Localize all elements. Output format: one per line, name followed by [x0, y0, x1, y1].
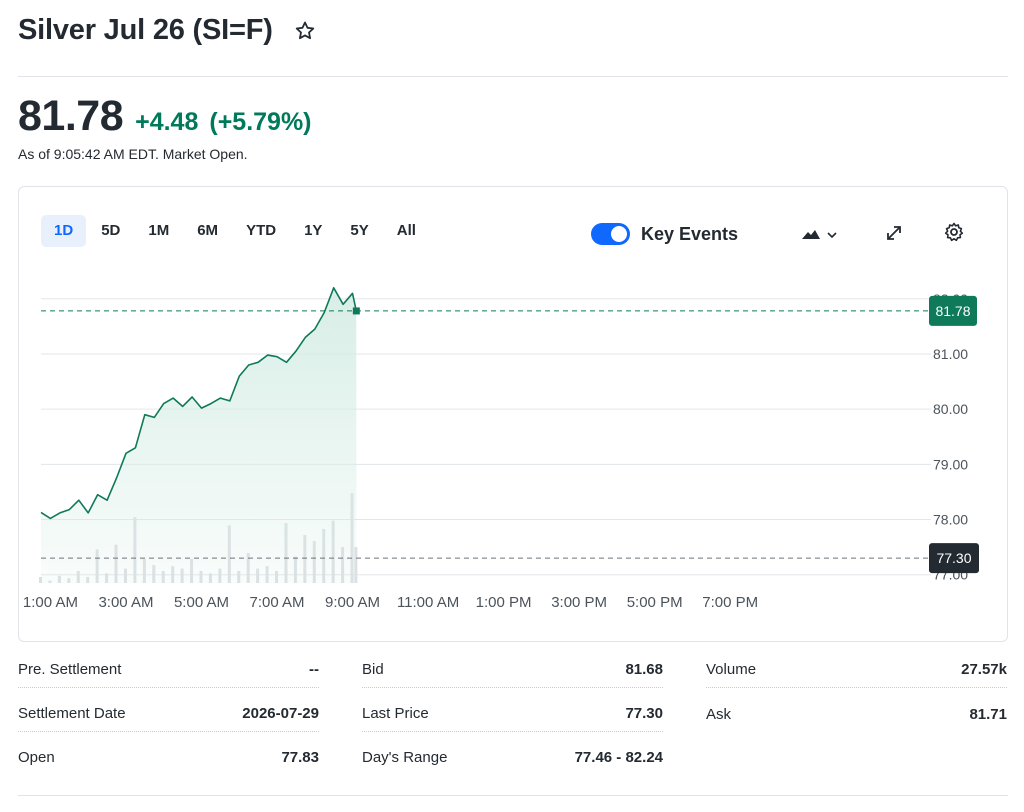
stat-label: Day's Range [362, 748, 448, 766]
stat-last-price: Last Price 77.30 [362, 696, 663, 732]
stat-value: 27.57k [961, 661, 1007, 678]
stat-label: Ask [706, 705, 732, 723]
price-change: +4.48 [135, 108, 199, 136]
stat-volume: Volume 27.57k [706, 652, 1007, 688]
x-tick-label: 9:00 AM [325, 594, 380, 611]
x-tick-label: 5:00 AM [174, 594, 229, 611]
chart-card: 1D 5D 1M 6M YTD 1Y 5Y All Key Events 81.… [18, 186, 1008, 642]
current-price-marker [352, 307, 360, 315]
quote-header: Silver Jul 26 (SI=F) [18, 14, 317, 47]
stat-label: Last Price [362, 705, 429, 722]
stat-bid: Bid 81.68 [362, 652, 663, 688]
x-tick-label: 7:00 AM [249, 594, 304, 611]
stat-value: 77.83 [281, 748, 319, 766]
star-icon[interactable] [293, 19, 317, 43]
range-tab[interactable]: 5Y [350, 222, 369, 239]
range-tab[interactable]: 1M [148, 222, 170, 239]
stat-settlement-date: Settlement Date 2026-07-29 [18, 696, 319, 732]
stat-label: Volume [706, 661, 757, 678]
x-tick-label: 7:00 PM [702, 594, 758, 611]
current-price-badge [929, 295, 977, 326]
x-tick-label: 1:00 PM [476, 594, 532, 611]
y-tick-label: 79.00 [933, 456, 968, 472]
stat-ask: Ask 81.71 [706, 696, 1007, 732]
price-area [41, 287, 357, 583]
quote-price-block: 81.78 +4.48 (+5.79%) [18, 92, 312, 141]
stat-value: 2026-07-29 [242, 705, 319, 722]
stat-label: Bid [362, 661, 384, 678]
stat-pre-settlement: Pre. Settlement -- [18, 652, 319, 688]
range-tab[interactable]: 6M [197, 222, 219, 239]
stats-divider [18, 795, 1008, 796]
price-change-percent: (+5.79%) [209, 108, 312, 136]
price-line [40, 287, 358, 520]
x-tick-label: 5:00 PM [627, 594, 683, 611]
x-tick-label: 1:00 AM [23, 594, 78, 611]
key-events-label: Key Events [641, 224, 739, 244]
y-tick-label: 80.00 [933, 401, 968, 417]
y-tick-label: 78.00 [933, 512, 968, 528]
market-time: As of 9:05:42 AM EDT. Market Open. [18, 146, 248, 162]
y-tick-label: 81.00 [933, 346, 968, 362]
stat-value: 81.71 [969, 705, 1007, 723]
mountain-chart-icon[interactable] [800, 223, 844, 245]
range-tab[interactable]: 1Y [304, 222, 323, 239]
range-tab[interactable]: YTD [246, 222, 277, 239]
stat-value: 77.46 - 82.24 [574, 748, 663, 766]
x-tick-label: 3:00 PM [551, 594, 607, 611]
stat-open: Open 77.83 [18, 739, 319, 775]
page-title: Silver Jul 26 (SI=F) [18, 14, 273, 46]
stat-days-range: Day's Range 77.46 - 82.24 [362, 739, 663, 775]
gear-icon[interactable] [943, 221, 965, 243]
key-events-toggle[interactable] [591, 223, 630, 245]
current-price-badge-label: 81.78 [935, 303, 970, 319]
stat-value: 77.30 [625, 705, 663, 722]
range-tab[interactable]: 5D [101, 222, 121, 239]
header-divider [18, 76, 1008, 77]
stat-label: Pre. Settlement [18, 661, 122, 678]
toggle-knob [611, 226, 627, 242]
stat-label: Open [18, 748, 55, 766]
x-tick-label: 3:00 AM [98, 594, 153, 611]
previous-close-badge-label: 77.30 [936, 550, 971, 566]
range-tab[interactable]: 1D [41, 215, 87, 247]
stat-value: 81.68 [625, 661, 663, 678]
range-selector: 1D 5D 1M 6M YTD 1Y 5Y All [41, 215, 431, 247]
previous-close-badge [929, 543, 979, 574]
range-tab[interactable]: All [396, 222, 416, 239]
last-price: 81.78 [18, 92, 124, 140]
expand-icon[interactable] [883, 222, 905, 244]
x-tick-label: 11:00 AM [397, 594, 459, 611]
stat-label: Settlement Date [18, 705, 126, 722]
volume-bar [39, 577, 42, 583]
stat-value: -- [309, 661, 319, 678]
